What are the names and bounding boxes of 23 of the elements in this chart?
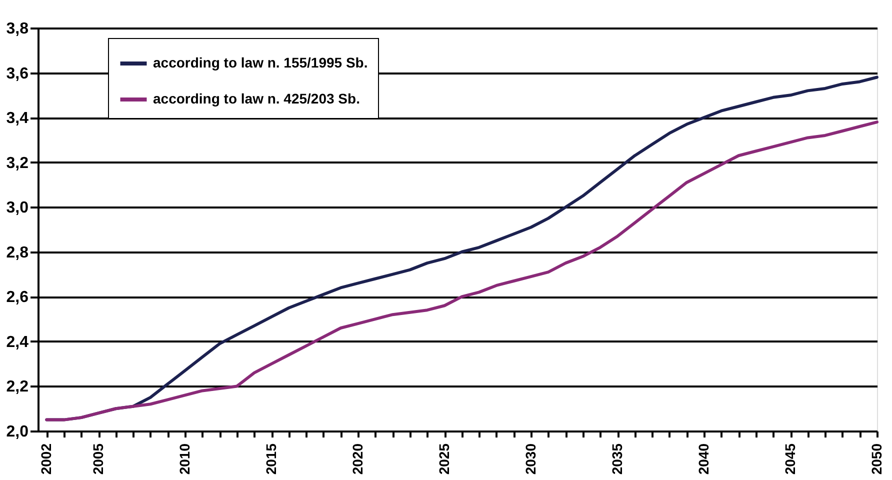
y-tick-label: 2,6 bbox=[6, 289, 29, 306]
x-tick-label: 2040 bbox=[696, 443, 712, 475]
legend-label: according to law n. 425/203 Sb. bbox=[153, 90, 360, 106]
y-tick-label: 3,0 bbox=[6, 200, 29, 217]
y-tick-label: 3,6 bbox=[6, 65, 29, 82]
y-tick-label: 3,2 bbox=[6, 154, 29, 172]
y-tick-label: 3,4 bbox=[6, 110, 29, 128]
x-tick-label: 2015 bbox=[263, 443, 280, 475]
x-tick-label: 2010 bbox=[176, 443, 193, 475]
x-tick-label: 2002 bbox=[38, 443, 54, 475]
y-tick-label: 2,4 bbox=[6, 334, 29, 351]
x-tick-label: 2030 bbox=[522, 443, 539, 475]
y-tick-label: 2,8 bbox=[6, 244, 29, 262]
x-tick-label: 2025 bbox=[436, 443, 452, 475]
x-tick-label: 2050 bbox=[868, 443, 884, 475]
x-tick-label: 2020 bbox=[350, 443, 366, 475]
y-tick-label: 2,0 bbox=[6, 424, 29, 440]
x-tick-label: 2005 bbox=[90, 443, 106, 475]
x-tick-label: 2035 bbox=[609, 443, 626, 475]
x-tick-label: 2045 bbox=[782, 443, 798, 475]
y-tick-label: 3,8 bbox=[6, 20, 29, 38]
y-tick-label: 2,2 bbox=[6, 378, 29, 396]
legend-label: according to law n. 155/1995 Sb. bbox=[153, 54, 368, 70]
